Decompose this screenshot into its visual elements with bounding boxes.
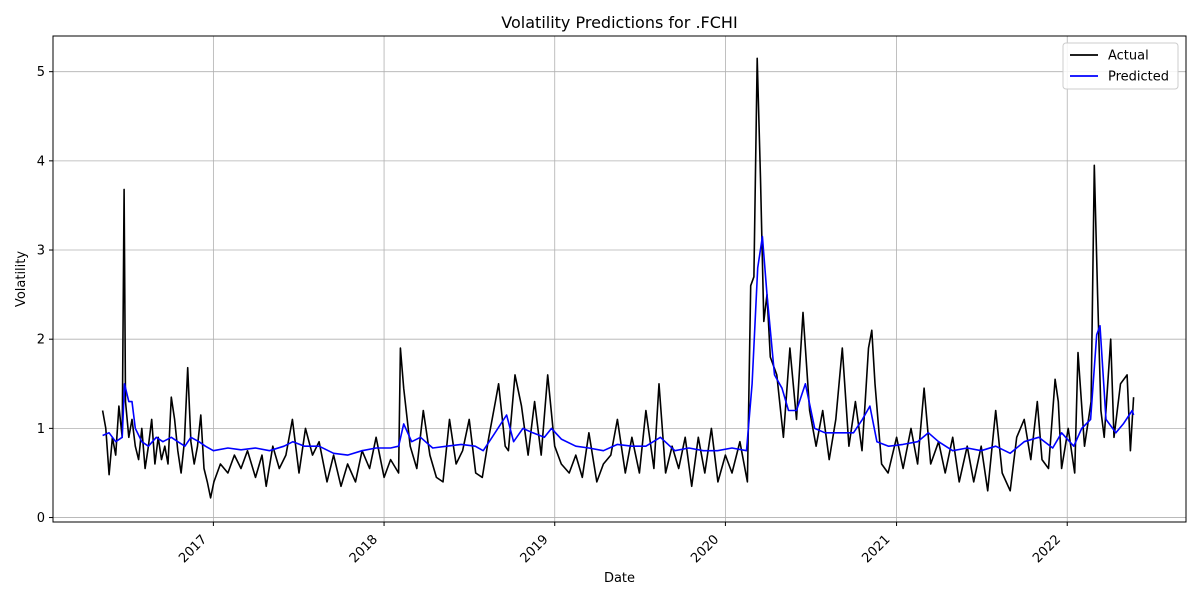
plot-frame [52,35,1187,523]
y-axis-label: Volatility [14,251,29,307]
x-axis-label: Date [604,571,635,586]
series-line-actual [101,57,1135,499]
y-tick-label: 4 [37,154,45,169]
y-tick-label: 3 [37,244,45,259]
chart-title: Volatility Predictions for .FCHI [501,13,737,32]
legend: Actual Predicted [1062,42,1179,90]
grid [53,36,1186,522]
y-tick-label: 2 [37,333,45,348]
series-line-predicted [102,235,1135,456]
y-tick-label: 0 [37,511,45,526]
y-tick-label: 1 [37,422,45,437]
legend-label-actual: Actual [1108,49,1149,64]
y-tick-label: 5 [37,65,45,80]
legend-label-predicted: Predicted [1108,70,1169,85]
series-layer [101,57,1135,499]
